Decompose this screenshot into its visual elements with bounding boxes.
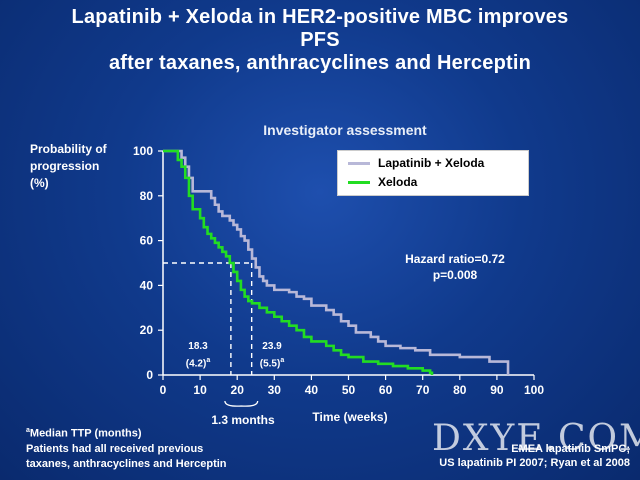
x-axis-label: Time (weeks) — [312, 410, 388, 424]
legend-item-combo: Lapatinib + Xeloda — [348, 156, 484, 170]
median-combo-paren: (5.5)a — [259, 357, 285, 370]
series-line-xeloda — [163, 149, 434, 375]
legend-item-xeloda: Xeloda — [348, 175, 417, 189]
reference-line-1: EMEA lapatinib SmPC; — [511, 443, 630, 455]
x-tick-label: 70 — [416, 383, 430, 397]
median-combo-label: 23.9 (5.5)a — [247, 340, 297, 371]
series-line-combo — [163, 149, 510, 375]
y-tick-label: 80 — [140, 189, 154, 203]
y-tick-label: 0 — [146, 368, 153, 382]
median-combo-value: 23.9 — [262, 341, 282, 352]
y-tick-label: 20 — [140, 323, 154, 337]
x-tick-label: 20 — [231, 383, 245, 397]
footnote-line-1: aMedian TTP (months) — [26, 427, 142, 440]
y-axis-label-line-3: (%) — [30, 176, 49, 190]
x-tick-label: 30 — [268, 383, 282, 397]
reference-line-2: US lapatinib PI 2007; Ryan et al 2008 — [439, 457, 630, 469]
x-tick-label: 0 — [160, 383, 167, 397]
y-axis-label-line-2: progression — [30, 159, 100, 173]
median-xeloda-paren: (4.2)a — [185, 357, 211, 370]
x-tick-label: 40 — [305, 383, 319, 397]
y-tick-label: 60 — [140, 234, 154, 248]
title-line-2: PFS — [300, 29, 340, 51]
median-difference-brace — [224, 400, 259, 407]
footnote-line-2: Patients had all received previous — [26, 442, 204, 455]
x-tick-label: 90 — [490, 383, 504, 397]
chart-subtitle: Investigator assessment — [263, 122, 427, 138]
x-tick-label: 10 — [193, 383, 207, 397]
hazard-ratio-annotation: Hazard ratio=0.72 p=0.008 — [360, 251, 550, 283]
legend-label-combo: Lapatinib + Xeloda — [378, 156, 485, 170]
median-xeloda-value: 18.3 — [188, 341, 208, 352]
footnote-line-3: taxanes, anthracyclines and Herceptin — [26, 457, 227, 470]
chart-legend: Lapatinib + Xeloda Xeloda — [337, 150, 529, 196]
y-tick-label: 40 — [140, 278, 154, 292]
watermark: DXYE.COM — [432, 418, 640, 459]
slide-title: Lapatinib + Xeloda in HER2-positive MBC … — [0, 6, 640, 75]
y-axis-label-line-1: Probability of — [30, 142, 107, 156]
median-xeloda-label: 18.3 (4.2)a — [173, 340, 223, 371]
median-difference-label: 1.3 months — [211, 413, 275, 427]
x-tick-label: 50 — [342, 383, 356, 397]
references: EMEA lapatinib SmPC; US lapatinib PI 200… — [380, 442, 630, 470]
y-axis-label: Probability of progression (%) — [30, 141, 140, 192]
title-line-1: Lapatinib + Xeloda in HER2-positive MBC … — [71, 6, 569, 28]
legend-swatch-combo — [348, 161, 370, 165]
p-value: p=0.008 — [432, 268, 478, 282]
legend-label-xeloda: Xeloda — [378, 175, 418, 189]
footnotes: aMedian TTP (months) Patients had all re… — [26, 423, 306, 472]
y-tick-label: 100 — [133, 144, 153, 158]
x-tick-label: 60 — [379, 383, 393, 397]
title-line-3: after taxanes, anthracyclines and Hercep… — [108, 52, 532, 74]
x-tick-label: 100 — [524, 383, 544, 397]
x-tick-label: 80 — [453, 383, 467, 397]
legend-swatch-xeloda — [348, 180, 370, 184]
hazard-ratio-value: Hazard ratio=0.72 — [405, 252, 505, 266]
